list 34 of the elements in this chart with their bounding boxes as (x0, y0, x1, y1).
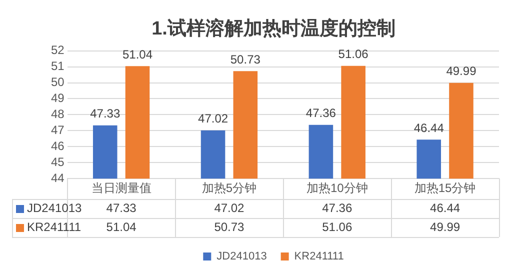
y-tick-label: 49 (50, 91, 65, 106)
annotation: 49.99 (446, 64, 477, 78)
annotation: 51.04 (122, 47, 153, 62)
annotation: 47.36 (306, 106, 336, 120)
y-tick-label: 47 (50, 122, 65, 137)
y-tick-label: 45 (50, 154, 65, 169)
x-tick-label: 加热5分钟 (202, 181, 257, 196)
y-tick-label: 48 (50, 107, 65, 122)
y-tick-label: 46 (50, 138, 65, 153)
y-tick-label: 51 (50, 59, 65, 74)
annotation: 50.73 (230, 52, 261, 66)
x-tick-label: 加热10分钟 (306, 181, 368, 196)
legend-label: JD241013 (216, 250, 267, 263)
legend-label: KR241111 (294, 250, 344, 263)
data-label: 47.02 (214, 200, 245, 215)
annotation: 47.02 (198, 112, 228, 126)
annotation: 51.06 (338, 47, 369, 62)
data-label: 47.36 (322, 200, 352, 215)
data-label: 51.04 (106, 220, 137, 234)
y-tick-label: 44 (50, 170, 65, 185)
data-label: 51.06 (322, 220, 352, 234)
data-label: 49.99 (430, 220, 460, 234)
x-tick-label: 加热15分钟 (414, 181, 476, 196)
chart-title: 1.试样溶解加热时温度的控制 (152, 18, 396, 40)
text: KR241111 (27, 220, 82, 234)
data-label: 47.33 (106, 200, 137, 215)
x-tick-label: 当日测量值 (91, 181, 152, 196)
annotation: 46.44 (414, 120, 444, 135)
y-tick-label: 50 (50, 75, 65, 90)
annotation: 47.33 (90, 106, 120, 121)
text: JD241013 (27, 200, 82, 215)
y-tick-label: 52 (50, 43, 65, 58)
data-label: 50.73 (214, 220, 245, 234)
data-label: 46.44 (430, 200, 460, 215)
